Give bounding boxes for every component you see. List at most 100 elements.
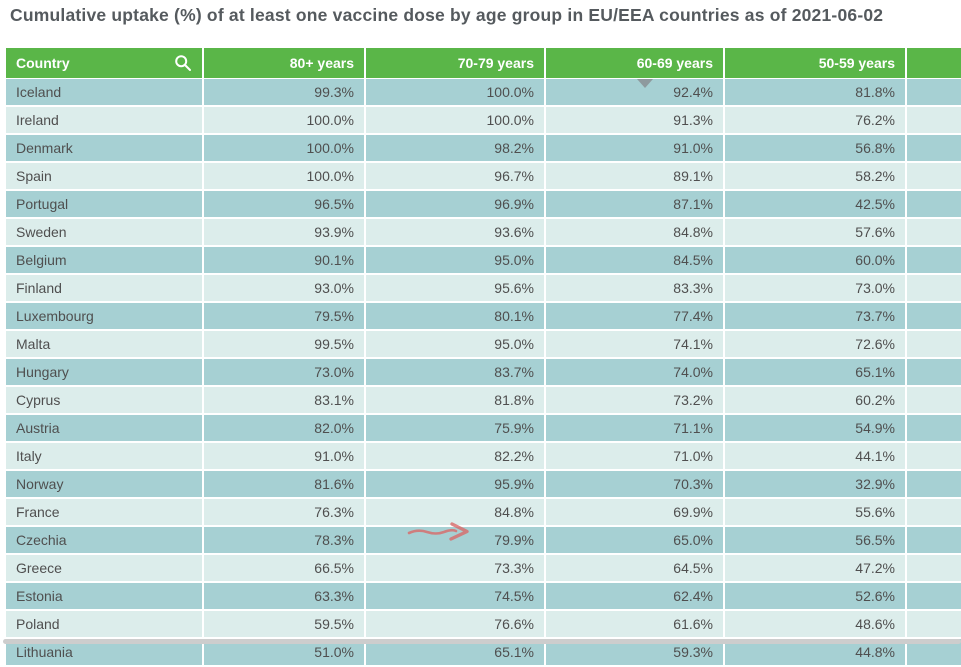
country-cell: Malta bbox=[6, 330, 204, 359]
value-cell: 58.2% bbox=[724, 162, 907, 191]
value-cell: 66.5% bbox=[203, 554, 366, 583]
column-header-50-59[interactable]: 50-59 years bbox=[724, 48, 907, 79]
value-cell: 65.1% bbox=[724, 358, 907, 387]
value-cell: 98.2% bbox=[365, 134, 546, 163]
table-header: Country 80+ years 70-79 years 60-69 year… bbox=[6, 48, 961, 79]
value-cell: 81.8% bbox=[724, 78, 907, 107]
country-cell: Ireland bbox=[6, 106, 204, 135]
data-table: Country 80+ years 70-79 years 60-69 year… bbox=[6, 48, 961, 667]
column-header-60-69[interactable]: 60-69 years bbox=[545, 48, 725, 79]
country-cell: Norway bbox=[6, 470, 204, 499]
value-cell: 80.1% bbox=[365, 302, 546, 331]
empty-cell bbox=[906, 162, 961, 191]
column-header-empty[interactable] bbox=[906, 48, 961, 79]
table-body: Iceland 99.3% 100.0% 92.4% 81.8% Ireland 100.0… bbox=[6, 78, 961, 667]
annotation-arrow-icon bbox=[407, 522, 469, 541]
table-row[interactable]: Norway 81.6% 95.9% 70.3% 32.9% bbox=[6, 470, 961, 499]
country-cell: Belgium bbox=[6, 246, 204, 275]
value-cell: 52.6% bbox=[724, 582, 907, 611]
value-cell: 84.5% bbox=[545, 246, 725, 275]
search-icon[interactable] bbox=[174, 54, 192, 72]
value-cell: 63.3% bbox=[203, 582, 366, 611]
value-cell: 74.0% bbox=[545, 358, 725, 387]
value-cell: 56.5% bbox=[724, 526, 907, 555]
value-cell: 99.5% bbox=[203, 330, 366, 359]
table-row[interactable]: Greece 66.5% 73.3% 64.5% 47.2% bbox=[6, 554, 961, 583]
value-cell: 76.3% bbox=[203, 498, 366, 527]
value-cell: 65.0% bbox=[545, 526, 725, 555]
empty-cell bbox=[906, 610, 961, 639]
empty-cell bbox=[906, 582, 961, 611]
value-cell: 78.3% bbox=[203, 526, 366, 555]
country-cell: Spain bbox=[6, 162, 204, 191]
country-cell: Cyprus bbox=[6, 386, 204, 415]
country-cell: Greece bbox=[6, 554, 204, 583]
horizontal-scrollbar[interactable] bbox=[3, 639, 961, 644]
value-cell: 95.9% bbox=[365, 470, 546, 499]
table-row[interactable]: Denmark 100.0% 98.2% 91.0% 56.8% bbox=[6, 134, 961, 163]
table-row[interactable]: Czechia 78.3% 79.9% 65.0% 56.5% bbox=[6, 526, 961, 555]
value-cell: 32.9% bbox=[724, 470, 907, 499]
value-cell: 56.8% bbox=[724, 134, 907, 163]
empty-cell bbox=[906, 330, 961, 359]
country-cell: Italy bbox=[6, 442, 204, 471]
value-cell: 71.0% bbox=[545, 442, 725, 471]
table-row[interactable]: Hungary 73.0% 83.7% 74.0% 65.1% bbox=[6, 358, 961, 387]
value-cell: 83.7% bbox=[365, 358, 546, 387]
value-cell: 95.6% bbox=[365, 274, 546, 303]
value-cell: 60.2% bbox=[724, 386, 907, 415]
table-row[interactable]: Spain 100.0% 96.7% 89.1% 58.2% bbox=[6, 162, 961, 191]
value-cell: 89.1% bbox=[545, 162, 725, 191]
country-cell: Austria bbox=[6, 414, 204, 443]
column-header-70-79[interactable]: 70-79 years bbox=[365, 48, 546, 79]
table-row[interactable]: Belgium 90.1% 95.0% 84.5% 60.0% bbox=[6, 246, 961, 275]
empty-cell bbox=[906, 526, 961, 555]
value-cell: 62.4% bbox=[545, 582, 725, 611]
value-cell: 48.6% bbox=[724, 610, 907, 639]
country-cell: Iceland bbox=[6, 78, 204, 107]
value-cell: 71.1% bbox=[545, 414, 725, 443]
empty-cell bbox=[906, 218, 961, 247]
value-cell: 73.2% bbox=[545, 386, 725, 415]
value-cell: 55.6% bbox=[724, 498, 907, 527]
table-row[interactable]: France 76.3% 84.8% 69.9% 55.6% bbox=[6, 498, 961, 527]
value-cell: 84.8% bbox=[545, 218, 725, 247]
value-cell: 60.0% bbox=[724, 246, 907, 275]
header-row: Country 80+ years 70-79 years 60-69 year… bbox=[6, 48, 961, 79]
value-cell: 95.0% bbox=[365, 330, 546, 359]
value-cell: 61.6% bbox=[545, 610, 725, 639]
country-cell: France bbox=[6, 498, 204, 527]
table-row[interactable]: Austria 82.0% 75.9% 71.1% 54.9% bbox=[6, 414, 961, 443]
table-row[interactable]: Luxembourg 79.5% 80.1% 77.4% 73.7% bbox=[6, 302, 961, 331]
value-cell: 54.9% bbox=[724, 414, 907, 443]
value-cell: 82.2% bbox=[365, 442, 546, 471]
empty-cell bbox=[906, 302, 961, 331]
table-row[interactable]: Ireland 100.0% 100.0% 91.3% 76.2% bbox=[6, 106, 961, 135]
country-cell: Luxembourg bbox=[6, 302, 204, 331]
value-cell: 84.8% bbox=[365, 498, 546, 527]
table-row[interactable]: Italy 91.0% 82.2% 71.0% 44.1% bbox=[6, 442, 961, 471]
empty-cell bbox=[906, 442, 961, 471]
country-cell: Finland bbox=[6, 274, 204, 303]
table-row[interactable]: Poland 59.5% 76.6% 61.6% 48.6% bbox=[6, 610, 961, 639]
column-header-80plus[interactable]: 80+ years bbox=[203, 48, 366, 79]
column-header-country[interactable]: Country bbox=[6, 48, 204, 79]
value-cell: 96.9% bbox=[365, 190, 546, 219]
empty-cell bbox=[906, 414, 961, 443]
table-row[interactable]: Finland 93.0% 95.6% 83.3% 73.0% bbox=[6, 274, 961, 303]
table-row[interactable]: Portugal 96.5% 96.9% 87.1% 42.5% bbox=[6, 190, 961, 219]
country-cell: Estonia bbox=[6, 582, 204, 611]
table-row[interactable]: Sweden 93.9% 93.6% 84.8% 57.6% bbox=[6, 218, 961, 247]
value-cell: 74.5% bbox=[365, 582, 546, 611]
table-row[interactable]: Iceland 99.3% 100.0% 92.4% 81.8% bbox=[6, 78, 961, 107]
value-cell: 70.3% bbox=[545, 470, 725, 499]
value-cell: 100.0% bbox=[365, 78, 546, 107]
empty-cell bbox=[906, 358, 961, 387]
value-cell: 91.0% bbox=[545, 134, 725, 163]
empty-cell bbox=[906, 386, 961, 415]
value-cell: 99.3% bbox=[203, 78, 366, 107]
table-row[interactable]: Malta 99.5% 95.0% 74.1% 72.6% bbox=[6, 330, 961, 359]
table-row[interactable]: Cyprus 83.1% 81.8% 73.2% 60.2% bbox=[6, 386, 961, 415]
table-row[interactable]: Estonia 63.3% 74.5% 62.4% 52.6% bbox=[6, 582, 961, 611]
empty-cell bbox=[906, 274, 961, 303]
